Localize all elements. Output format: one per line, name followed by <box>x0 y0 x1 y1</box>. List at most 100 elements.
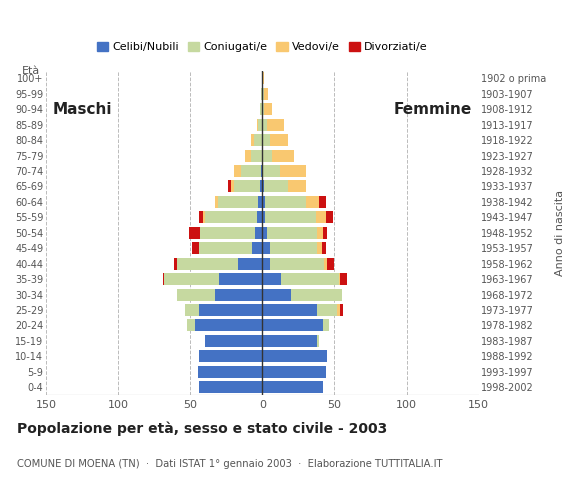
Bar <box>262 119 267 131</box>
Bar <box>234 180 259 192</box>
Bar <box>262 149 273 162</box>
Bar <box>262 381 323 393</box>
Bar <box>265 196 306 208</box>
Bar <box>199 304 262 316</box>
Bar <box>252 242 262 254</box>
Bar <box>262 258 270 270</box>
Bar <box>184 304 199 316</box>
Bar <box>199 350 262 362</box>
Bar <box>231 180 234 192</box>
Text: Popolazione per età, sesso e stato civile - 2003: Popolazione per età, sesso e stato civil… <box>17 421 387 436</box>
Bar <box>262 304 317 316</box>
Bar <box>265 211 316 223</box>
Bar <box>326 211 333 223</box>
Bar <box>288 180 306 192</box>
Bar <box>264 180 288 192</box>
Bar <box>261 88 262 100</box>
Bar <box>338 304 340 316</box>
Bar <box>201 227 255 239</box>
Bar <box>199 381 262 393</box>
Bar <box>267 119 284 131</box>
Bar <box>258 119 262 131</box>
Bar <box>251 149 262 162</box>
Bar <box>323 227 327 239</box>
Bar <box>323 319 329 332</box>
Bar <box>262 88 264 100</box>
Bar <box>306 196 318 208</box>
Bar <box>192 242 199 254</box>
Bar <box>215 288 262 300</box>
Bar <box>195 319 262 332</box>
Bar <box>255 227 262 239</box>
Text: Età: Età <box>22 66 41 75</box>
Bar <box>218 196 258 208</box>
Bar <box>273 149 294 162</box>
Bar <box>317 242 321 254</box>
Bar <box>238 258 262 270</box>
Bar <box>256 119 258 131</box>
Bar <box>228 180 231 192</box>
Bar <box>177 288 215 300</box>
Bar <box>164 273 219 285</box>
Bar <box>205 211 256 223</box>
Bar <box>259 180 262 192</box>
Bar <box>198 366 262 378</box>
Bar <box>205 335 262 347</box>
Bar <box>340 273 347 285</box>
Bar <box>324 258 327 270</box>
Bar <box>203 211 205 223</box>
Bar <box>262 103 264 115</box>
Bar <box>215 196 218 208</box>
Bar <box>267 227 317 239</box>
Bar <box>253 134 262 146</box>
Bar <box>291 288 342 300</box>
Bar <box>256 211 262 223</box>
Bar <box>321 242 326 254</box>
Bar <box>264 103 273 115</box>
Bar <box>259 103 262 115</box>
Bar <box>270 258 324 270</box>
Bar <box>262 180 264 192</box>
Bar <box>340 304 343 316</box>
Bar <box>262 134 270 146</box>
Text: COMUNE DI MOENA (TN)  ·  Dati ISTAT 1° gennaio 2003  ·  Elaborazione TUTTITALIA.: COMUNE DI MOENA (TN) · Dati ISTAT 1° gen… <box>17 459 443 469</box>
Bar <box>262 366 326 378</box>
Bar <box>163 273 164 285</box>
Bar <box>199 242 252 254</box>
Bar <box>187 319 195 332</box>
Bar <box>262 350 327 362</box>
Bar <box>270 134 288 146</box>
Bar <box>316 211 326 223</box>
Bar <box>241 165 261 177</box>
Bar <box>219 273 262 285</box>
Bar <box>177 258 238 270</box>
Legend: Celibi/Nubili, Coniugati/e, Vedovi/e, Divorziati/e: Celibi/Nubili, Coniugati/e, Vedovi/e, Di… <box>92 37 432 57</box>
Bar <box>175 258 177 270</box>
Bar <box>199 211 203 223</box>
Bar <box>327 258 335 270</box>
Bar <box>264 88 268 100</box>
Bar <box>262 335 317 347</box>
Bar <box>280 165 306 177</box>
Bar <box>258 196 262 208</box>
Bar <box>317 227 323 239</box>
Bar <box>251 134 253 146</box>
Bar <box>262 288 291 300</box>
Bar <box>317 335 318 347</box>
Bar <box>245 149 251 162</box>
Bar <box>262 165 280 177</box>
Bar <box>262 211 265 223</box>
Bar <box>189 227 201 239</box>
Bar <box>318 196 326 208</box>
Bar <box>270 242 317 254</box>
Bar <box>262 319 323 332</box>
Text: Femmine: Femmine <box>393 102 472 117</box>
Bar <box>262 227 267 239</box>
Bar <box>317 304 338 316</box>
Text: Maschi: Maschi <box>52 102 112 117</box>
Bar <box>234 165 241 177</box>
Y-axis label: Anno di nascita: Anno di nascita <box>555 190 565 276</box>
Bar <box>262 242 270 254</box>
Bar <box>262 72 264 84</box>
Bar <box>262 273 281 285</box>
